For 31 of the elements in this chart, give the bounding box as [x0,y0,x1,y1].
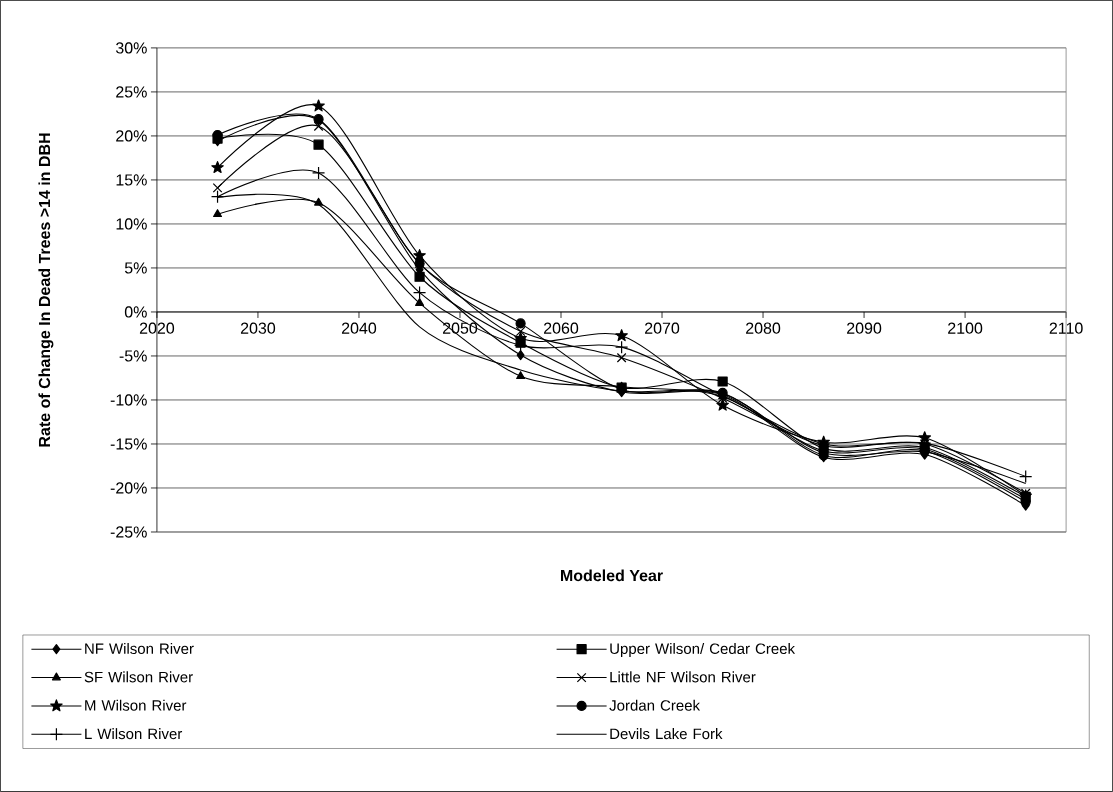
y-tick-label: -10% [110,394,147,406]
legend-label: Jordan Creek [609,699,701,711]
x-tick-label: 2090 [847,322,882,334]
x-tick-label: 2030 [240,322,276,334]
y-tick-label: 30% [115,42,147,54]
y-tick-label: 0% [124,306,147,318]
y-axis-title: Rate of Change In Dead Trees >14 in DBH [38,133,54,447]
y-tick-label: 10% [116,218,147,230]
x-tick-label: 2100 [948,322,983,334]
x-tick-label: 2070 [645,322,680,334]
x-tick-label: 2060 [544,322,579,334]
y-tick-label: 15% [116,174,147,186]
legend-label: SF Wilson River [84,671,193,683]
y-tick-label: -20% [110,482,147,494]
legend-label: Upper Wilson/ Cedar Creek [610,643,796,657]
x-tick-label: 2110 [1049,322,1083,334]
legend-label: Devils Lake Fork [610,728,723,740]
y-tick-label: 5% [124,262,147,274]
y-tick-label: -25% [110,526,147,538]
legend-label: Little NF Wilson River [610,671,756,683]
x-tick-label: 2080 [746,322,781,334]
legend-label: M Wilson River [85,699,187,711]
x-tick-label: 2020 [139,322,175,334]
x-tick-label: 2040 [341,322,377,334]
y-tick-label: -5% [119,350,147,362]
y-tick-label: 20% [116,130,147,142]
x-axis-title: Modeled Year [561,569,663,582]
legend-label: NF Wilson River [85,643,194,655]
y-tick-label: -15% [110,438,147,450]
legend-label: L Wilson River [85,728,183,740]
y-tick-label: 25% [116,86,147,98]
